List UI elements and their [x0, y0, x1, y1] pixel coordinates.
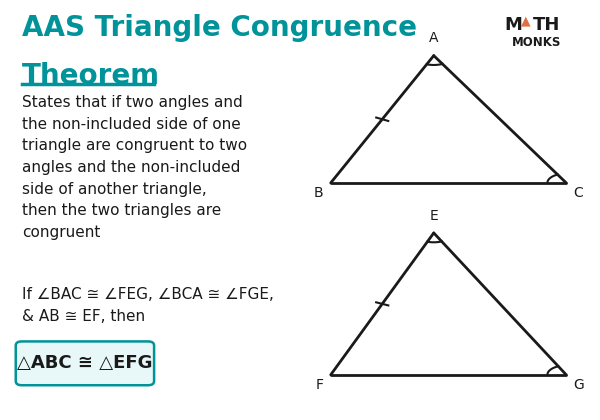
Text: C: C	[573, 186, 583, 200]
Text: E: E	[430, 208, 438, 223]
Text: △ABC ≅ △EFG: △ABC ≅ △EFG	[17, 354, 152, 372]
FancyBboxPatch shape	[481, 5, 596, 53]
Text: If ∠BAC ≅ ∠FEG, ∠BCA ≅ ∠FGE,
& AB ≅ EF, then: If ∠BAC ≅ ∠FEG, ∠BCA ≅ ∠FGE, & AB ≅ EF, …	[22, 287, 274, 324]
Text: TH: TH	[533, 16, 560, 34]
Text: ▲: ▲	[521, 15, 530, 28]
Text: AAS Triangle Congruence: AAS Triangle Congruence	[22, 14, 416, 42]
Text: B: B	[314, 186, 323, 200]
Text: A: A	[429, 31, 439, 45]
Text: States that if two angles and
the non-included side of one
triangle are congruen: States that if two angles and the non-in…	[22, 95, 247, 240]
Text: MONKS: MONKS	[512, 36, 562, 49]
Text: M: M	[505, 16, 522, 34]
Text: G: G	[573, 378, 584, 392]
FancyBboxPatch shape	[16, 341, 154, 385]
Text: Theorem: Theorem	[22, 62, 160, 90]
Text: F: F	[316, 378, 323, 392]
